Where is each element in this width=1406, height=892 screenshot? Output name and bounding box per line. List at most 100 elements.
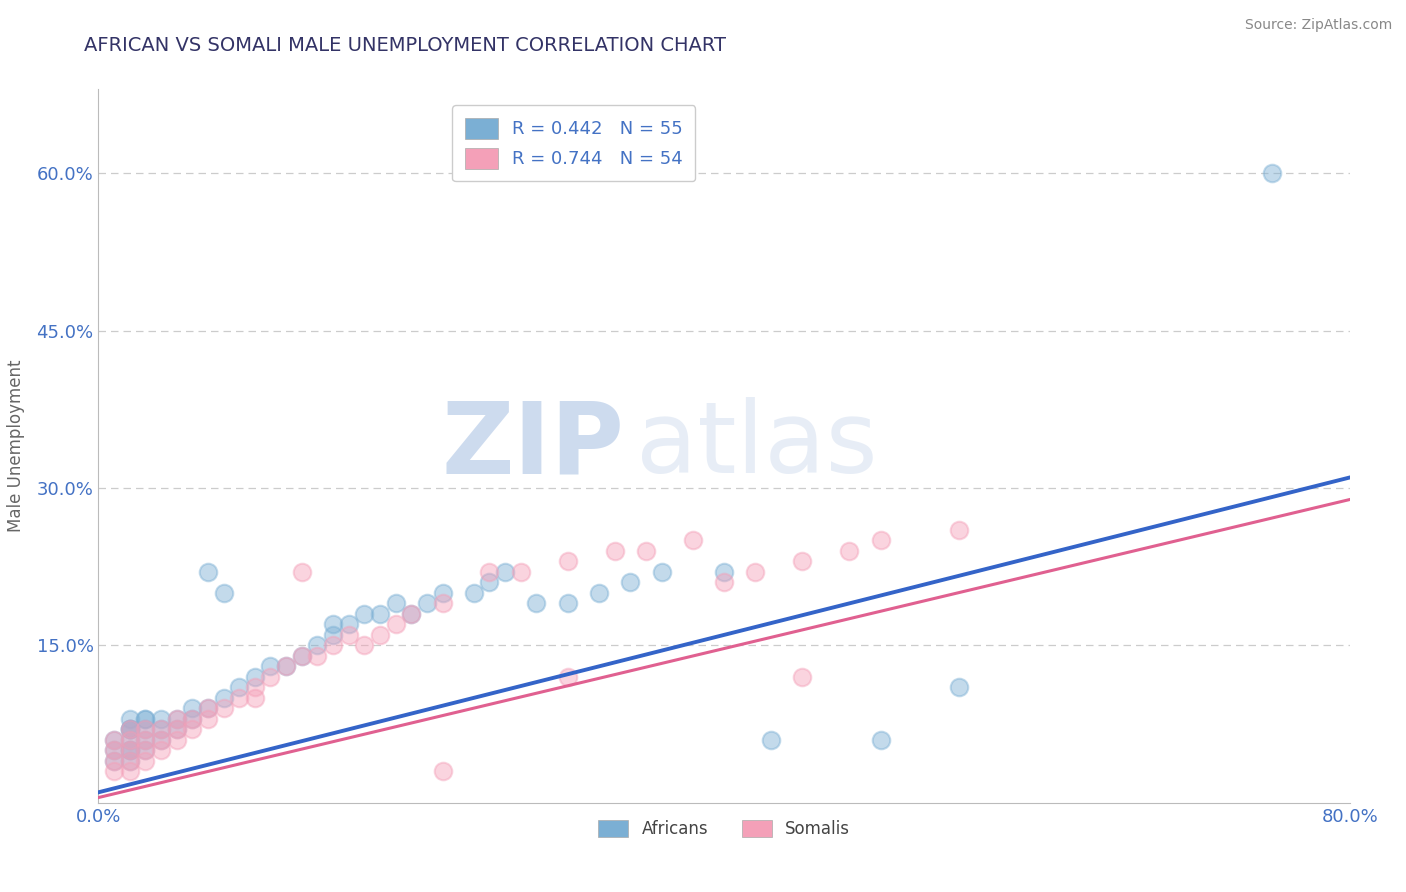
Africans — [416, 596, 439, 610]
Africans — [212, 690, 235, 705]
Legend: Africans, Somalis: Africans, Somalis — [592, 813, 856, 845]
Somalis — [432, 596, 454, 610]
Somalis — [291, 648, 314, 663]
Africans — [478, 575, 501, 590]
Africans — [118, 723, 141, 737]
Somalis — [103, 732, 125, 747]
Somalis — [197, 701, 219, 715]
Africans — [337, 617, 360, 632]
Africans — [948, 681, 970, 695]
Africans — [494, 565, 516, 579]
Somalis — [603, 544, 626, 558]
Somalis — [166, 712, 188, 726]
Africans — [118, 732, 141, 747]
Africans — [401, 607, 423, 621]
Somalis — [103, 754, 125, 768]
Africans — [274, 659, 298, 673]
Somalis — [150, 732, 173, 747]
Somalis — [166, 723, 188, 737]
Africans — [118, 743, 141, 757]
Africans — [291, 648, 314, 663]
Africans — [150, 723, 173, 737]
Africans — [118, 723, 141, 737]
Africans — [197, 701, 219, 715]
Somalis — [103, 743, 125, 757]
Africans — [103, 732, 125, 747]
Somalis — [134, 723, 156, 737]
Africans — [307, 639, 329, 653]
Somalis — [432, 764, 454, 779]
Africans — [526, 596, 548, 610]
Somalis — [134, 743, 156, 757]
Africans — [134, 712, 156, 726]
Somalis — [322, 639, 344, 653]
Africans — [619, 575, 641, 590]
Africans — [103, 743, 125, 757]
Somalis — [869, 533, 891, 548]
Somalis — [838, 544, 860, 558]
Africans — [368, 607, 391, 621]
Somalis — [212, 701, 235, 715]
Somalis — [118, 732, 141, 747]
Somalis — [103, 764, 125, 779]
Y-axis label: Male Unemployment: Male Unemployment — [7, 359, 25, 533]
Text: atlas: atlas — [637, 398, 879, 494]
Africans — [134, 723, 156, 737]
Somalis — [291, 565, 314, 579]
Africans — [181, 701, 204, 715]
Somalis — [134, 754, 156, 768]
Somalis — [401, 607, 423, 621]
Africans — [134, 712, 156, 726]
Somalis — [166, 732, 188, 747]
Africans — [212, 586, 235, 600]
Somalis — [713, 575, 735, 590]
Somalis — [557, 554, 579, 568]
Africans — [150, 732, 173, 747]
Somalis — [274, 659, 298, 673]
Somalis — [228, 690, 250, 705]
Africans — [759, 732, 782, 747]
Somalis — [353, 639, 375, 653]
Africans — [134, 732, 156, 747]
Text: Source: ZipAtlas.com: Source: ZipAtlas.com — [1244, 18, 1392, 32]
Somalis — [259, 670, 281, 684]
Somalis — [307, 648, 329, 663]
Africans — [150, 712, 173, 726]
Somalis — [243, 681, 266, 695]
Africans — [713, 565, 735, 579]
Africans — [322, 617, 344, 632]
Somalis — [792, 670, 814, 684]
Africans — [118, 743, 141, 757]
Africans — [353, 607, 375, 621]
Africans — [118, 712, 141, 726]
Africans — [322, 628, 344, 642]
Africans — [869, 732, 891, 747]
Africans — [1260, 166, 1282, 180]
Somalis — [744, 565, 766, 579]
Somalis — [509, 565, 531, 579]
Somalis — [118, 764, 141, 779]
Somalis — [792, 554, 814, 568]
Somalis — [150, 743, 173, 757]
Africans — [197, 565, 219, 579]
Somalis — [384, 617, 406, 632]
Somalis — [181, 712, 204, 726]
Somalis — [197, 712, 219, 726]
Somalis — [368, 628, 391, 642]
Africans — [228, 681, 250, 695]
Africans — [134, 743, 156, 757]
Africans — [181, 712, 204, 726]
Africans — [432, 586, 454, 600]
Africans — [166, 723, 188, 737]
Somalis — [118, 723, 141, 737]
Text: AFRICAN VS SOMALI MALE UNEMPLOYMENT CORRELATION CHART: AFRICAN VS SOMALI MALE UNEMPLOYMENT CORR… — [84, 36, 727, 54]
Africans — [588, 586, 610, 600]
Somalis — [150, 723, 173, 737]
Africans — [557, 596, 579, 610]
Somalis — [557, 670, 579, 684]
Somalis — [634, 544, 657, 558]
Somalis — [243, 690, 266, 705]
Somalis — [478, 565, 501, 579]
Africans — [243, 670, 266, 684]
Somalis — [118, 743, 141, 757]
